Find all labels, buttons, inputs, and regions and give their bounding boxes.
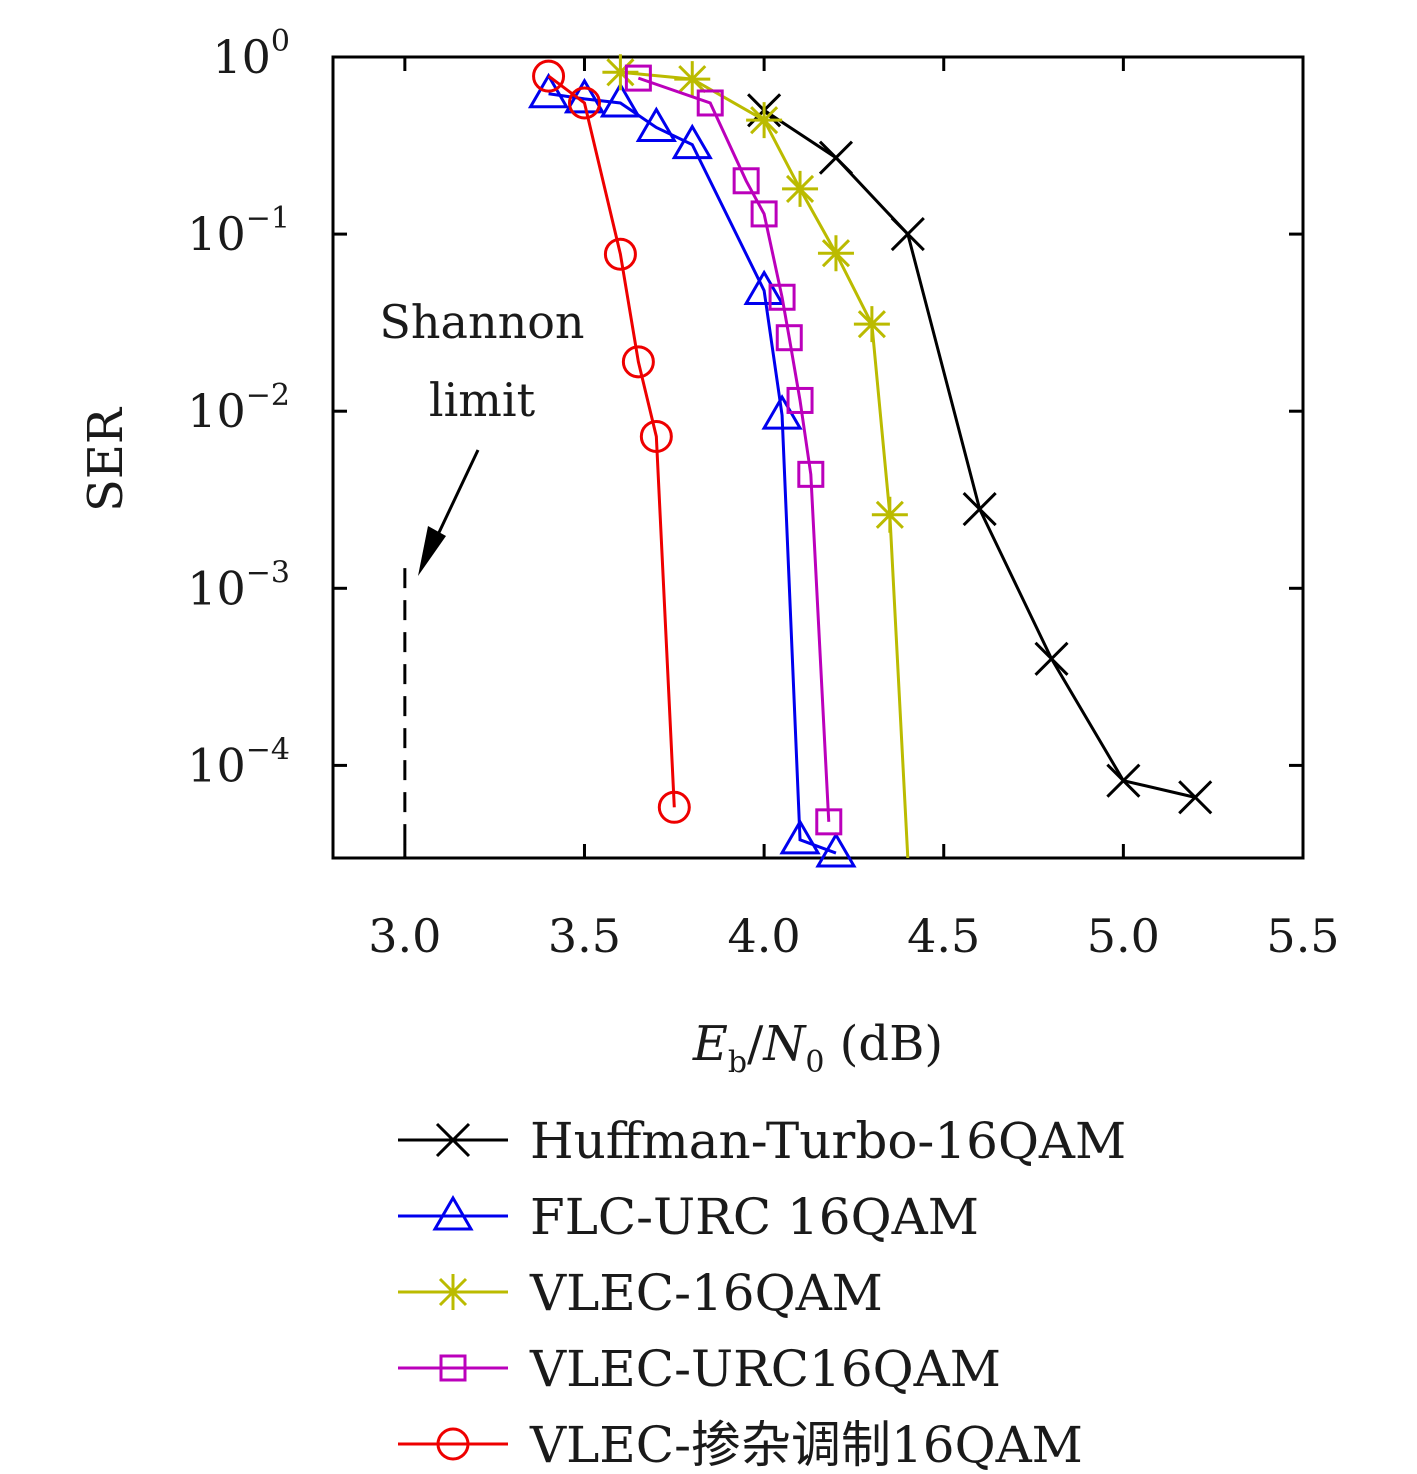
data-point-triangle [671, 123, 713, 160]
y-tick-label: 100 [212, 24, 290, 84]
data-point-square [768, 283, 796, 311]
data-point-square [696, 89, 724, 117]
data-point-triangle [743, 269, 785, 306]
legend-item: VLEC-掺杂调制16QAM [398, 1416, 1083, 1474]
series-markers [624, 64, 843, 836]
legend-label: FLC-URC 16QAM [530, 1188, 979, 1246]
legend-label: VLEC-16QAM [529, 1264, 883, 1322]
legend-label: VLEC-URC16QAM [529, 1340, 1001, 1398]
legend: Huffman-Turbo-16QAM FLC-URC 16QAM VLEC-16Q… [398, 1112, 1126, 1474]
data-point-square [786, 386, 814, 414]
data-point-triangle [432, 1195, 474, 1231]
series [637, 76, 831, 822]
series-line [763, 109, 1196, 799]
series [548, 92, 837, 855]
x-tick-label: 4.0 [728, 909, 801, 963]
data-point-square [797, 460, 825, 488]
data-point-asterisk [782, 170, 819, 207]
series-markers [747, 93, 1213, 815]
data-point-circle [621, 345, 655, 379]
legend-label: Huffman-Turbo-16QAM [530, 1112, 1126, 1170]
x-tick-label: 5.0 [1087, 909, 1160, 963]
data-point-triangle [635, 106, 677, 142]
data-point-x [890, 217, 925, 252]
series [547, 74, 676, 808]
series [763, 109, 1196, 799]
x-tick-label: 5.5 [1266, 909, 1339, 963]
series-group [527, 54, 1213, 868]
data-point-asterisk [871, 496, 908, 533]
data-point-square [815, 808, 843, 836]
shannon-label-line2: limit [429, 373, 536, 427]
data-point-asterisk [817, 235, 854, 272]
x-tick-label: 4.5 [907, 909, 980, 963]
series [620, 70, 910, 858]
y-tick-label: 10−2 [187, 378, 290, 438]
shannon-label-line1: Shannon [379, 295, 584, 349]
data-point-asterisk [746, 102, 783, 139]
data-point-asterisk [602, 54, 639, 91]
data-point-circle [639, 419, 673, 453]
data-point-x [1034, 641, 1069, 676]
legend-item: VLEC-16QAM [398, 1264, 883, 1322]
series-markers [602, 54, 908, 533]
data-point-circle [532, 59, 566, 93]
legend-item: FLC-URC 16QAM [398, 1188, 979, 1246]
data-point-circle [567, 86, 601, 120]
legend-item: Huffman-Turbo-16QAM [398, 1112, 1126, 1170]
series-line [637, 76, 831, 822]
data-point-square [624, 64, 652, 92]
series-line [547, 74, 676, 808]
data-point-x [818, 140, 854, 175]
data-point-asterisk [674, 61, 711, 98]
data-point-asterisk [435, 1274, 471, 1310]
y-tick-label: 10−3 [187, 555, 290, 615]
annotation-arrow-head [418, 526, 446, 576]
data-point-square [732, 167, 760, 195]
data-point-triangle [527, 72, 570, 109]
data-point-x [435, 1122, 471, 1158]
series-markers [532, 59, 691, 824]
y-tick-label: 10−4 [187, 732, 290, 792]
data-point-triangle [779, 818, 821, 855]
y-tick-label: 10−1 [187, 201, 290, 261]
legend-label: VLEC-掺杂调制16QAM [529, 1416, 1083, 1474]
x-axis-label: Eb/N0 (dB) [692, 1016, 943, 1080]
shannon-annotation: Shannon limit [379, 295, 585, 858]
data-point-square [439, 1354, 467, 1382]
data-point-triangle [599, 81, 642, 118]
axes: 3.0 3.5 4.0 4.5 5.0 5.5 100 10−1 10−2 10−3 10−4 [187, 24, 1339, 963]
legend-item: VLEC-URC16QAM [398, 1340, 1001, 1398]
data-point-triangle [815, 832, 857, 868]
series-line [620, 70, 910, 858]
data-point-asterisk [853, 306, 890, 343]
series-line [548, 92, 837, 855]
plot-frame [331, 55, 1305, 860]
data-point-x [1106, 763, 1141, 798]
data-point-circle [436, 1427, 470, 1461]
data-point-x [1178, 780, 1213, 815]
data-point-x [962, 492, 997, 527]
y-axis-label: SER [78, 406, 134, 512]
x-tick-label: 3.0 [368, 909, 441, 963]
data-point-circle [657, 790, 691, 824]
x-tick-label: 3.5 [548, 909, 621, 963]
data-point-circle [603, 237, 637, 271]
data-point-square [750, 200, 778, 228]
data-point-square [775, 324, 803, 352]
